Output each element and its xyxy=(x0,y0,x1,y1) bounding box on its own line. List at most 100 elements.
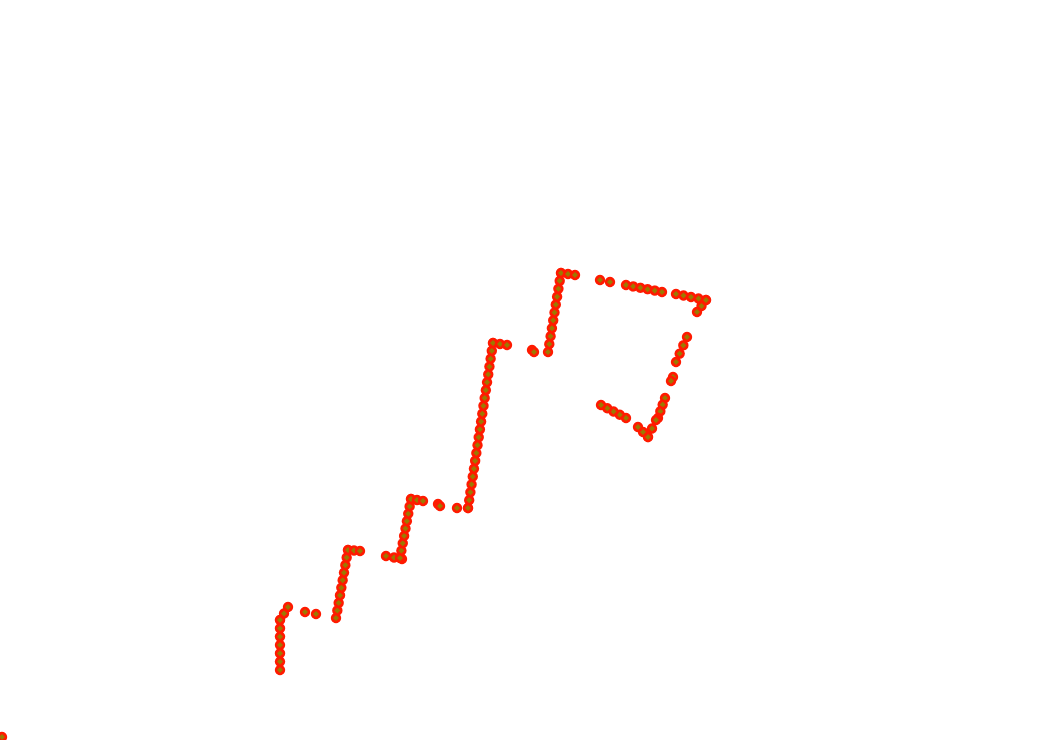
trajectory-point xyxy=(474,424,486,435)
point-marker-center xyxy=(698,303,705,309)
trajectory-point xyxy=(483,369,494,380)
trajectory-point xyxy=(542,346,554,358)
trajectory-point xyxy=(480,384,492,396)
trajectory-point xyxy=(546,323,558,334)
point-marker-center xyxy=(497,341,503,347)
point-marker-center xyxy=(473,450,480,456)
point-marker-center xyxy=(630,283,637,290)
point-marker-center xyxy=(488,347,495,354)
point-marker-center xyxy=(465,505,471,511)
point-marker-center xyxy=(478,418,485,425)
point-marker-center xyxy=(597,277,603,283)
point-marker-center xyxy=(565,271,571,277)
point-marker-center xyxy=(335,599,342,606)
point-marker-center xyxy=(552,301,559,308)
point-marker-center xyxy=(277,658,283,665)
trajectory-point xyxy=(604,276,616,288)
point-marker-center xyxy=(688,294,694,300)
trajectory-point xyxy=(550,299,561,310)
trajectory-point xyxy=(417,495,429,507)
point-marker-center xyxy=(302,609,308,615)
point-marker-center xyxy=(548,325,555,332)
point-marker-center xyxy=(554,293,561,300)
point-marker-center xyxy=(484,379,491,386)
trajectory-point xyxy=(0,731,8,740)
point-marker-center xyxy=(479,410,486,417)
trajectory-point xyxy=(475,416,487,427)
trajectory-point xyxy=(674,348,685,359)
trajectory-point xyxy=(650,414,662,426)
point-marker-center xyxy=(472,457,479,464)
trajectory-point xyxy=(594,274,606,286)
point-marker-center xyxy=(657,408,664,415)
trajectory-point xyxy=(467,471,478,482)
point-marker-center xyxy=(339,577,346,584)
trajectory-point xyxy=(462,502,474,514)
trajectory-point xyxy=(341,552,352,563)
point-marker-center xyxy=(545,349,551,355)
point-marker-center xyxy=(277,642,283,648)
point-marker-center xyxy=(481,395,488,401)
trajectory-point xyxy=(274,664,286,676)
trajectory-point xyxy=(332,605,343,616)
point-marker-center xyxy=(402,525,409,532)
point-marker-center xyxy=(403,518,410,525)
point-marker-center xyxy=(333,615,339,621)
point-marker-center xyxy=(676,350,683,357)
point-marker-center xyxy=(420,498,426,504)
point-marker-center xyxy=(401,532,408,539)
trajectory-point xyxy=(310,608,322,620)
point-marker-center xyxy=(482,387,489,394)
trajectory-point xyxy=(670,356,682,368)
trajectory-point xyxy=(274,623,286,634)
trajectory-point xyxy=(274,639,286,651)
trajectory-point xyxy=(299,606,311,618)
point-marker-center xyxy=(454,505,460,511)
trajectory-point xyxy=(478,400,489,412)
point-marker-center xyxy=(607,279,613,285)
trajectory-point xyxy=(553,283,564,294)
trajectory-point xyxy=(665,375,677,387)
point-marker-center xyxy=(469,473,476,480)
trajectory-point xyxy=(646,423,658,434)
point-marker-center xyxy=(277,633,283,640)
point-marker-center xyxy=(680,342,687,349)
point-marker-center xyxy=(551,309,558,316)
point-marker-center xyxy=(550,317,557,324)
point-marker-center xyxy=(285,604,291,610)
point-marker-center xyxy=(649,425,655,432)
trajectory-point xyxy=(468,463,480,474)
trajectory-point xyxy=(354,545,366,557)
point-marker-center xyxy=(673,291,679,297)
trajectory-point xyxy=(501,339,513,351)
point-marker-center xyxy=(277,650,283,657)
point-marker-center xyxy=(467,489,474,496)
point-marker-center xyxy=(343,554,350,561)
trajectory-point xyxy=(595,399,607,411)
point-marker-center xyxy=(668,378,674,384)
trajectory-point xyxy=(466,479,477,490)
trajectory-point xyxy=(380,550,392,562)
trajectory-point xyxy=(554,275,565,287)
trajectory-point xyxy=(569,269,581,281)
trajectory-point xyxy=(479,392,490,404)
point-marker-center xyxy=(694,309,700,315)
trajectory-point xyxy=(463,494,475,506)
point-marker-center xyxy=(547,333,554,340)
trajectory-point xyxy=(472,439,483,451)
point-marker-center xyxy=(659,401,666,408)
point-marker-center xyxy=(480,402,487,409)
trajectory-point xyxy=(544,338,555,350)
point-marker-center xyxy=(405,510,412,517)
point-marker-center xyxy=(397,555,403,561)
trajectory-point xyxy=(548,315,559,326)
point-marker-center xyxy=(653,417,659,423)
trajectory-point xyxy=(549,307,560,318)
trajectory-point xyxy=(274,656,286,667)
point-marker-center xyxy=(334,607,341,614)
trajectory-point xyxy=(551,291,563,302)
point-marker-center xyxy=(680,292,687,299)
point-marker-center xyxy=(556,277,563,284)
